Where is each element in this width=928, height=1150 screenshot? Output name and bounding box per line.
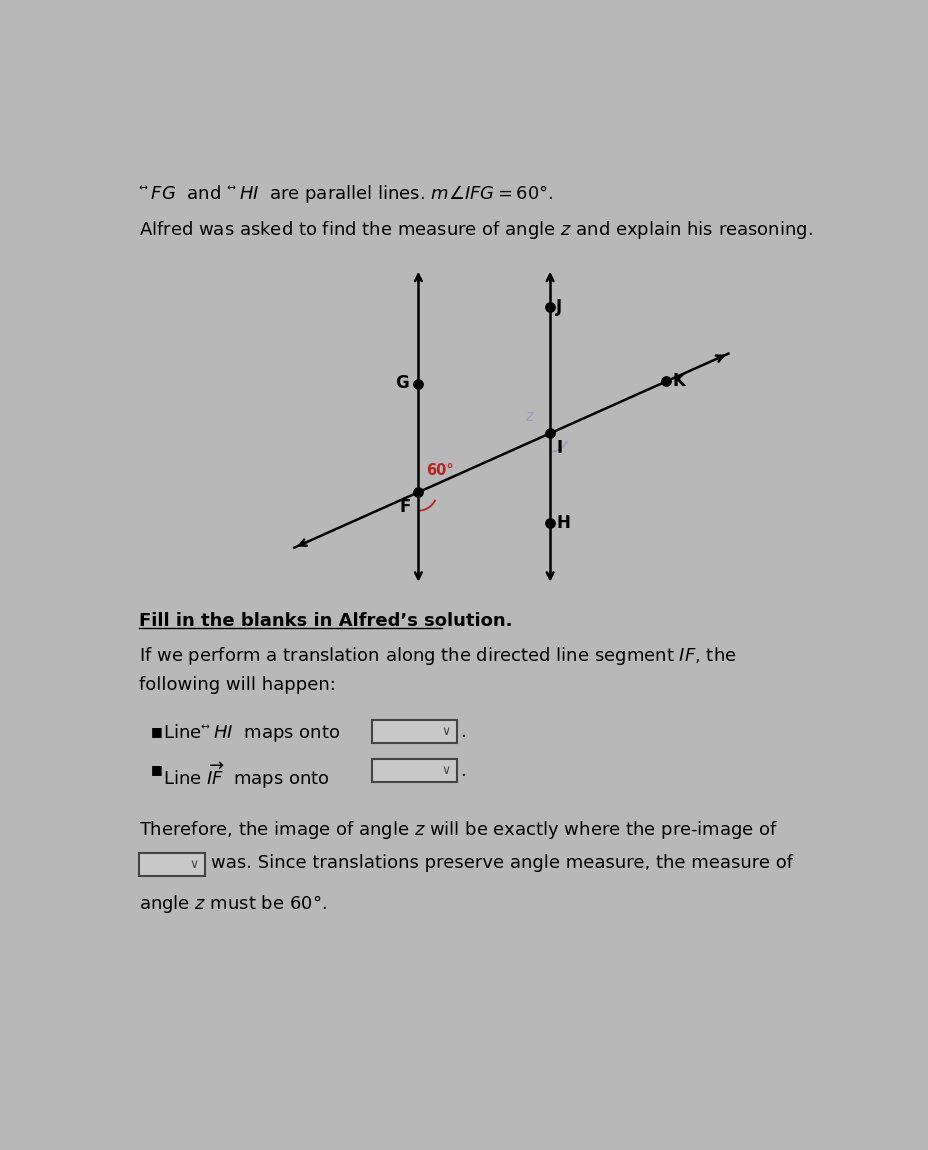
Point — [410, 483, 425, 501]
Text: G: G — [395, 374, 408, 392]
Text: Line $\overleftrightarrow{HI}$  maps onto: Line $\overleftrightarrow{HI}$ maps onto — [162, 722, 340, 744]
Text: ■: ■ — [151, 724, 162, 738]
Point — [542, 514, 557, 532]
Text: Line $\overrightarrow{IF}$  maps onto: Line $\overrightarrow{IF}$ maps onto — [162, 760, 329, 791]
Text: was. Since translations preserve angle measure, the measure of: was. Since translations preserve angle m… — [212, 854, 793, 872]
Bar — [371, 720, 457, 743]
Text: ∨: ∨ — [441, 726, 449, 738]
Text: If we perform a translation along the directed line segment $IF$, the
following : If we perform a translation along the di… — [139, 645, 736, 695]
Text: ■: ■ — [151, 764, 162, 776]
Text: 60°: 60° — [426, 463, 453, 478]
Text: I: I — [556, 439, 561, 458]
Text: ∨: ∨ — [441, 764, 449, 776]
Text: z: z — [524, 409, 532, 424]
Text: ∨: ∨ — [189, 858, 198, 871]
Text: Therefore, the image of angle $z$ will be exactly where the pre-image of: Therefore, the image of angle $z$ will b… — [139, 820, 778, 842]
Text: H: H — [556, 514, 570, 532]
Text: angle $z$ must be $60°$.: angle $z$ must be $60°$. — [139, 892, 327, 914]
Text: .: . — [459, 723, 466, 742]
Bar — [139, 852, 205, 875]
Bar — [371, 759, 457, 782]
Text: J: J — [556, 298, 561, 316]
Text: .: . — [459, 761, 466, 780]
Text: Alfred was asked to find the measure of angle $z$ and explain his reasoning.: Alfred was asked to find the measure of … — [139, 218, 812, 240]
Text: $\overleftrightarrow{FG}$  and  $\overleftrightarrow{HI}$  are parallel lines. $: $\overleftrightarrow{FG}$ and $\overleft… — [139, 183, 553, 205]
Point — [542, 298, 557, 316]
Point — [410, 375, 425, 393]
Text: Fill in the blanks in Alfred’s solution.: Fill in the blanks in Alfred’s solution. — [139, 612, 512, 629]
Point — [658, 373, 673, 391]
Text: F: F — [399, 498, 410, 516]
Point — [542, 424, 557, 443]
Text: K: K — [672, 373, 685, 390]
